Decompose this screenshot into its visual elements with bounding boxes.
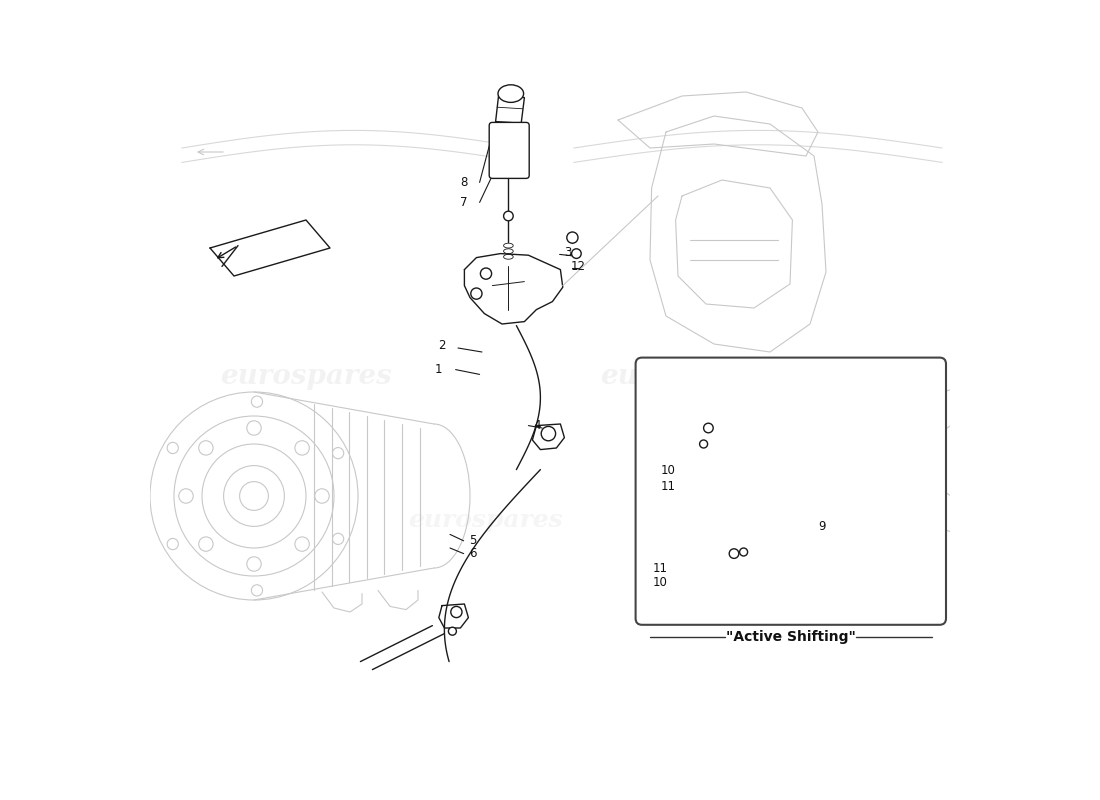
Circle shape bbox=[739, 548, 748, 556]
Circle shape bbox=[729, 549, 739, 558]
Circle shape bbox=[449, 627, 456, 635]
Text: "Active Shifting": "Active Shifting" bbox=[726, 630, 856, 645]
Text: 11: 11 bbox=[652, 562, 668, 574]
Ellipse shape bbox=[498, 85, 524, 102]
Text: 5: 5 bbox=[469, 534, 476, 547]
Text: 10: 10 bbox=[652, 576, 668, 589]
Text: 3: 3 bbox=[564, 246, 572, 259]
Circle shape bbox=[700, 440, 707, 448]
Text: 1: 1 bbox=[434, 363, 442, 376]
FancyBboxPatch shape bbox=[490, 122, 529, 178]
Circle shape bbox=[504, 211, 514, 221]
Circle shape bbox=[572, 249, 581, 258]
Text: 9: 9 bbox=[818, 520, 826, 533]
Text: 2: 2 bbox=[439, 339, 446, 352]
Text: 10: 10 bbox=[661, 464, 675, 477]
Circle shape bbox=[566, 232, 578, 243]
FancyBboxPatch shape bbox=[636, 358, 946, 625]
Text: 8: 8 bbox=[460, 176, 467, 189]
Circle shape bbox=[541, 426, 556, 441]
Circle shape bbox=[704, 423, 713, 433]
Text: 6: 6 bbox=[469, 547, 476, 560]
Text: eurospares: eurospares bbox=[220, 362, 392, 390]
Circle shape bbox=[451, 606, 462, 618]
Circle shape bbox=[471, 288, 482, 299]
Text: 11: 11 bbox=[661, 480, 675, 493]
Circle shape bbox=[481, 268, 492, 279]
Text: 12: 12 bbox=[570, 260, 585, 273]
Text: 4: 4 bbox=[532, 419, 540, 432]
Text: 7: 7 bbox=[460, 196, 467, 209]
Text: eurospares: eurospares bbox=[408, 508, 563, 532]
Text: eurospares: eurospares bbox=[601, 362, 772, 390]
